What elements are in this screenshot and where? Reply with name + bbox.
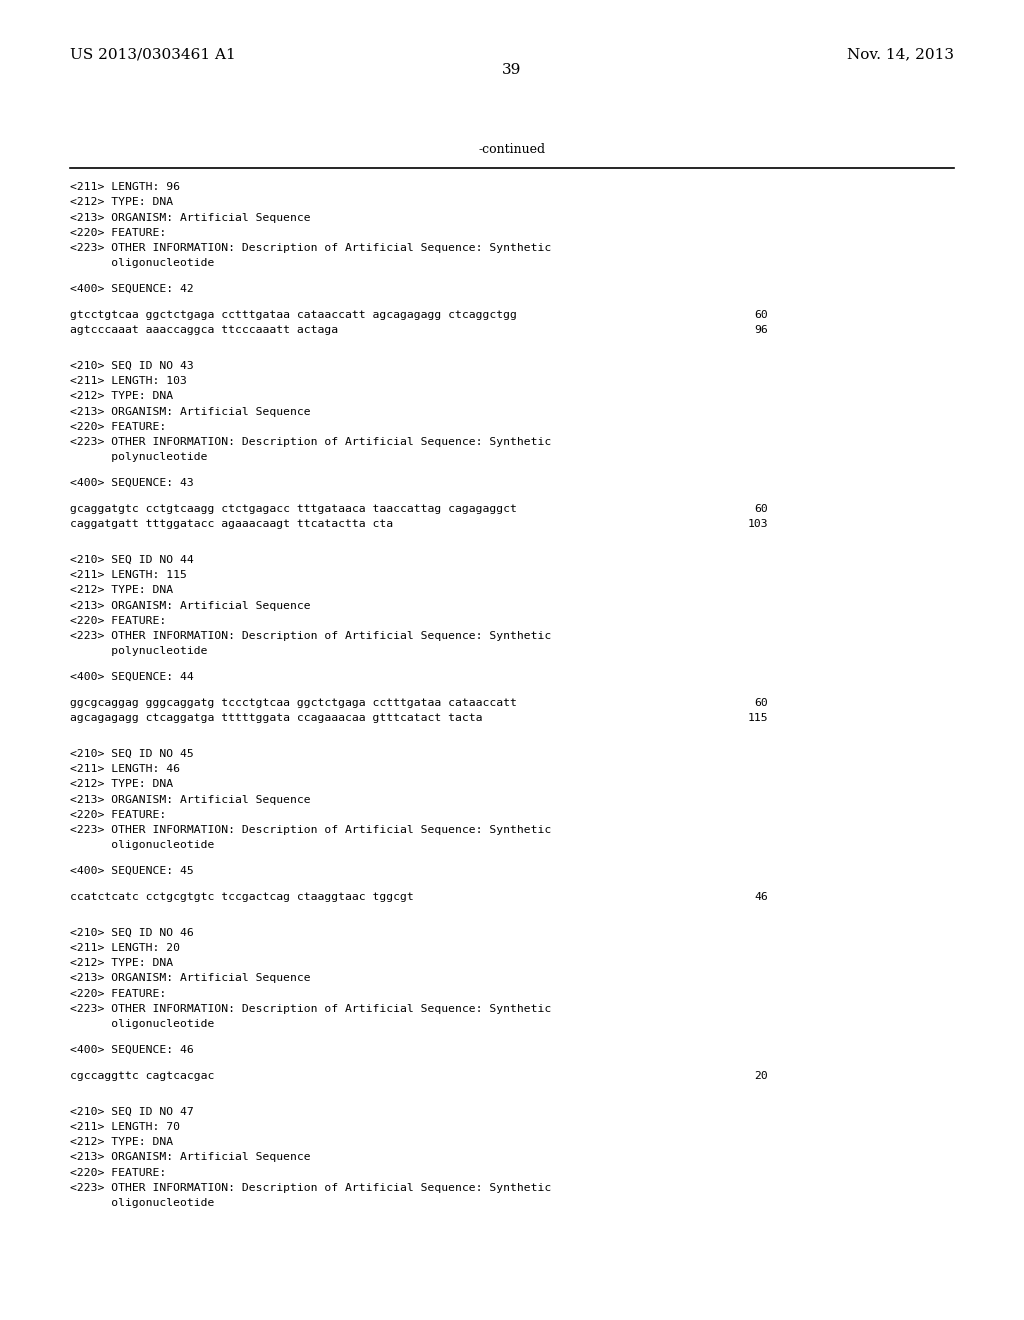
- Text: <210> SEQ ID NO 45: <210> SEQ ID NO 45: [70, 748, 194, 759]
- Text: <220> FEATURE:: <220> FEATURE:: [70, 989, 166, 999]
- Text: <211> LENGTH: 20: <211> LENGTH: 20: [70, 942, 179, 953]
- Text: Nov. 14, 2013: Nov. 14, 2013: [848, 48, 954, 62]
- Text: <213> ORGANISM: Artificial Sequence: <213> ORGANISM: Artificial Sequence: [70, 1152, 310, 1163]
- Text: <212> TYPE: DNA: <212> TYPE: DNA: [70, 1137, 173, 1147]
- Text: oligonucleotide: oligonucleotide: [70, 257, 214, 268]
- Text: agtcccaaat aaaccaggca ttcccaaatt actaga: agtcccaaat aaaccaggca ttcccaaatt actaga: [70, 325, 338, 335]
- Text: caggatgatt tttggatacc agaaacaagt ttcatactta cta: caggatgatt tttggatacc agaaacaagt ttcatac…: [70, 519, 393, 529]
- Text: US 2013/0303461 A1: US 2013/0303461 A1: [70, 48, 236, 62]
- Text: polynucleotide: polynucleotide: [70, 645, 207, 656]
- Text: agcagagagg ctcaggatga tttttggata ccagaaacaa gtttcatact tacta: agcagagagg ctcaggatga tttttggata ccagaaa…: [70, 713, 482, 723]
- Text: <211> LENGTH: 115: <211> LENGTH: 115: [70, 570, 186, 581]
- Text: 60: 60: [755, 309, 768, 319]
- Text: <211> LENGTH: 46: <211> LENGTH: 46: [70, 764, 179, 775]
- Text: <212> TYPE: DNA: <212> TYPE: DNA: [70, 585, 173, 595]
- Text: <220> FEATURE:: <220> FEATURE:: [70, 421, 166, 432]
- Text: <220> FEATURE:: <220> FEATURE:: [70, 615, 166, 626]
- Text: <400> SEQUENCE: 44: <400> SEQUENCE: 44: [70, 672, 194, 682]
- Text: oligonucleotide: oligonucleotide: [70, 840, 214, 850]
- Text: 60: 60: [755, 503, 768, 513]
- Text: <223> OTHER INFORMATION: Description of Artificial Sequence: Synthetic: <223> OTHER INFORMATION: Description of …: [70, 243, 551, 253]
- Text: <213> ORGANISM: Artificial Sequence: <213> ORGANISM: Artificial Sequence: [70, 213, 310, 223]
- Text: <213> ORGANISM: Artificial Sequence: <213> ORGANISM: Artificial Sequence: [70, 601, 310, 611]
- Text: ggcgcaggag gggcaggatg tccctgtcaa ggctctgaga cctttgataa cataaccatt: ggcgcaggag gggcaggatg tccctgtcaa ggctctg…: [70, 697, 516, 708]
- Text: <210> SEQ ID NO 43: <210> SEQ ID NO 43: [70, 360, 194, 371]
- Text: 96: 96: [755, 325, 768, 335]
- Text: <220> FEATURE:: <220> FEATURE:: [70, 227, 166, 238]
- Text: polynucleotide: polynucleotide: [70, 451, 207, 462]
- Text: 46: 46: [755, 891, 768, 902]
- Text: <223> OTHER INFORMATION: Description of Artificial Sequence: Synthetic: <223> OTHER INFORMATION: Description of …: [70, 631, 551, 642]
- Text: <223> OTHER INFORMATION: Description of Artificial Sequence: Synthetic: <223> OTHER INFORMATION: Description of …: [70, 825, 551, 836]
- Text: <213> ORGANISM: Artificial Sequence: <213> ORGANISM: Artificial Sequence: [70, 795, 310, 805]
- Text: <211> LENGTH: 103: <211> LENGTH: 103: [70, 376, 186, 387]
- Text: <213> ORGANISM: Artificial Sequence: <213> ORGANISM: Artificial Sequence: [70, 973, 310, 983]
- Text: <220> FEATURE:: <220> FEATURE:: [70, 809, 166, 820]
- Text: <223> OTHER INFORMATION: Description of Artificial Sequence: Synthetic: <223> OTHER INFORMATION: Description of …: [70, 1003, 551, 1014]
- Text: ccatctcatc cctgcgtgtc tccgactcag ctaaggtaac tggcgt: ccatctcatc cctgcgtgtc tccgactcag ctaaggt…: [70, 891, 414, 902]
- Text: 115: 115: [748, 713, 768, 723]
- Text: <211> LENGTH: 96: <211> LENGTH: 96: [70, 182, 179, 193]
- Text: <212> TYPE: DNA: <212> TYPE: DNA: [70, 391, 173, 401]
- Text: <210> SEQ ID NO 46: <210> SEQ ID NO 46: [70, 928, 194, 939]
- Text: <213> ORGANISM: Artificial Sequence: <213> ORGANISM: Artificial Sequence: [70, 407, 310, 417]
- Text: oligonucleotide: oligonucleotide: [70, 1197, 214, 1208]
- Text: gtcctgtcaa ggctctgaga cctttgataa cataaccatt agcagagagg ctcaggctgg: gtcctgtcaa ggctctgaga cctttgataa cataacc…: [70, 309, 516, 319]
- Text: <223> OTHER INFORMATION: Description of Artificial Sequence: Synthetic: <223> OTHER INFORMATION: Description of …: [70, 437, 551, 447]
- Text: 60: 60: [755, 697, 768, 708]
- Text: <400> SEQUENCE: 46: <400> SEQUENCE: 46: [70, 1044, 194, 1055]
- Text: <400> SEQUENCE: 43: <400> SEQUENCE: 43: [70, 478, 194, 488]
- Text: <210> SEQ ID NO 47: <210> SEQ ID NO 47: [70, 1106, 194, 1117]
- Text: 103: 103: [748, 519, 768, 529]
- Text: -continued: -continued: [478, 143, 546, 156]
- Text: 20: 20: [755, 1071, 768, 1081]
- Text: <400> SEQUENCE: 42: <400> SEQUENCE: 42: [70, 284, 194, 294]
- Text: <211> LENGTH: 70: <211> LENGTH: 70: [70, 1122, 179, 1133]
- Text: oligonucleotide: oligonucleotide: [70, 1019, 214, 1030]
- Text: <210> SEQ ID NO 44: <210> SEQ ID NO 44: [70, 554, 194, 565]
- Text: <212> TYPE: DNA: <212> TYPE: DNA: [70, 958, 173, 969]
- Text: gcaggatgtc cctgtcaagg ctctgagacc tttgataaca taaccattag cagagaggct: gcaggatgtc cctgtcaagg ctctgagacc tttgata…: [70, 503, 516, 513]
- Text: <223> OTHER INFORMATION: Description of Artificial Sequence: Synthetic: <223> OTHER INFORMATION: Description of …: [70, 1183, 551, 1193]
- Text: <220> FEATURE:: <220> FEATURE:: [70, 1167, 166, 1177]
- Text: cgccaggttc cagtcacgac: cgccaggttc cagtcacgac: [70, 1071, 214, 1081]
- Text: <212> TYPE: DNA: <212> TYPE: DNA: [70, 779, 173, 789]
- Text: <212> TYPE: DNA: <212> TYPE: DNA: [70, 197, 173, 207]
- Text: <400> SEQUENCE: 45: <400> SEQUENCE: 45: [70, 866, 194, 876]
- Text: 39: 39: [503, 63, 521, 78]
